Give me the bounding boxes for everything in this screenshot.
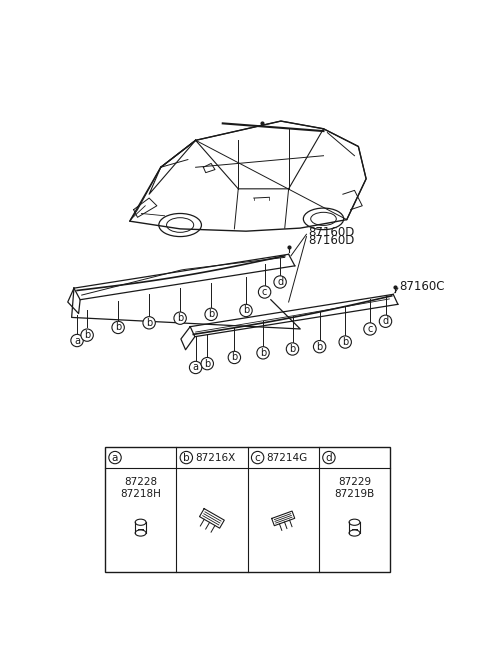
Circle shape — [190, 361, 202, 374]
Text: d: d — [383, 316, 389, 326]
Text: d: d — [277, 277, 283, 287]
Text: b: b — [115, 323, 121, 333]
Circle shape — [201, 358, 214, 370]
Text: b: b — [84, 330, 90, 340]
Text: b: b — [342, 337, 348, 347]
Text: a: a — [192, 363, 199, 373]
Text: b: b — [146, 318, 152, 328]
Text: d: d — [325, 453, 332, 462]
Text: b: b — [208, 310, 214, 319]
Text: 87216X: 87216X — [195, 453, 235, 462]
Circle shape — [323, 451, 335, 464]
Circle shape — [286, 343, 299, 355]
Text: b: b — [183, 453, 190, 462]
Circle shape — [180, 451, 192, 464]
Text: 87219B: 87219B — [335, 489, 374, 499]
Text: 87214G: 87214G — [266, 453, 307, 462]
Text: b: b — [289, 344, 296, 354]
Text: 87160C: 87160C — [399, 280, 445, 293]
Circle shape — [257, 346, 269, 359]
Circle shape — [258, 286, 271, 298]
Text: a: a — [112, 453, 118, 462]
Circle shape — [174, 312, 186, 324]
Text: b: b — [204, 359, 210, 369]
Text: b: b — [177, 313, 183, 323]
Text: b: b — [243, 306, 249, 316]
Text: b: b — [316, 342, 323, 352]
Circle shape — [313, 340, 326, 353]
Text: b: b — [260, 348, 266, 358]
Circle shape — [71, 335, 83, 346]
Text: 87218H: 87218H — [120, 489, 161, 499]
Text: 87228: 87228 — [124, 477, 157, 487]
Circle shape — [274, 276, 286, 288]
Circle shape — [240, 304, 252, 317]
Circle shape — [339, 336, 351, 348]
Circle shape — [252, 451, 264, 464]
Text: b: b — [231, 352, 238, 363]
Text: c: c — [255, 453, 261, 462]
Circle shape — [143, 317, 156, 329]
Circle shape — [205, 308, 217, 321]
Circle shape — [81, 329, 93, 341]
Text: c: c — [262, 287, 267, 297]
Circle shape — [364, 323, 376, 335]
Bar — [105, 447, 390, 571]
Circle shape — [228, 352, 240, 363]
Text: c: c — [367, 324, 372, 334]
Text: a: a — [74, 335, 80, 346]
Text: 87160D: 87160D — [308, 226, 354, 239]
Circle shape — [379, 315, 392, 327]
Circle shape — [109, 451, 121, 464]
Circle shape — [112, 321, 124, 334]
Text: 87160D: 87160D — [308, 234, 354, 247]
Text: 87229: 87229 — [338, 477, 371, 487]
